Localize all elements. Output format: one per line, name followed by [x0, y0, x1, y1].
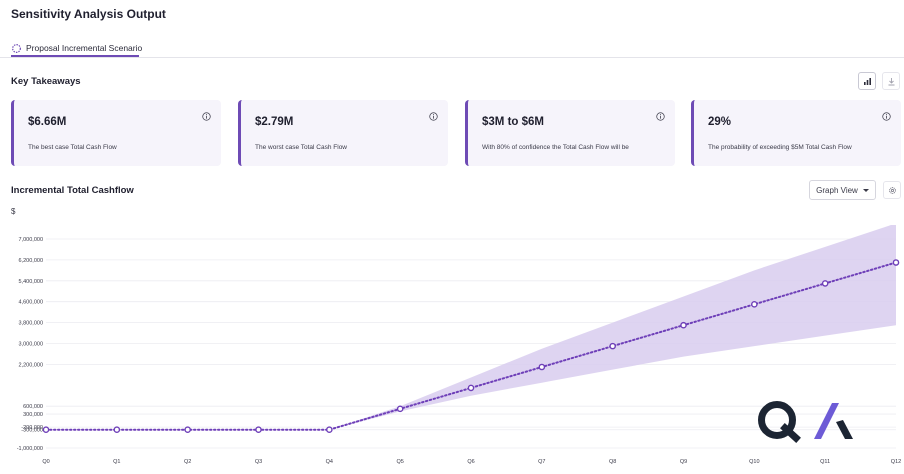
y-tick-label: 4,600,000 — [19, 300, 43, 306]
active-tab-indicator — [11, 55, 139, 57]
download-icon — [888, 77, 894, 85]
takeaway-card-worst-case: $2.79M The worst case Total Cash Flow — [238, 100, 448, 166]
card-description: The best case Total Cash Flow — [28, 144, 117, 151]
download-button[interactable] — [882, 72, 900, 90]
qa-logo — [758, 401, 853, 443]
view-select-label: Graph View — [816, 185, 858, 195]
chart-view-button[interactable] — [858, 72, 876, 90]
card-description: The worst case Total Cash Flow — [255, 144, 347, 151]
info-icon[interactable] — [202, 112, 211, 121]
info-icon[interactable] — [882, 112, 891, 121]
x-tick-label: Q4 — [326, 459, 333, 465]
x-tick-label: Q6 — [467, 459, 474, 465]
card-value: $3M to $6M — [482, 116, 544, 128]
data-point — [892, 259, 900, 266]
page-title: Sensitivity Analysis Output — [11, 7, 166, 21]
card-description: The probability of exceeding $5M Total C… — [708, 144, 852, 151]
takeaway-card-best-case: $6.66M The best case Total Cash Flow — [11, 100, 221, 166]
data-point — [326, 426, 333, 434]
card-value: $6.66M — [28, 116, 67, 128]
data-point — [751, 301, 758, 308]
x-tick-label: Q7 — [538, 459, 545, 465]
x-tick-label: Q12 — [891, 459, 901, 465]
info-icon[interactable] — [429, 112, 438, 121]
caret-down-icon — [862, 188, 869, 192]
y-tick-label: 5,400,000 — [19, 279, 43, 285]
x-tick-label: Q5 — [396, 459, 403, 465]
y-tick-label: -200,000 — [21, 425, 43, 431]
x-tick-label: Q3 — [255, 459, 262, 465]
tab-proposal-incremental-scenario[interactable]: Proposal Incremental Scenario — [11, 38, 142, 58]
takeaway-card-probability: 29% The probability of exceeding $5M Tot… — [691, 100, 901, 166]
view-select-dropdown[interactable]: Graph View — [809, 180, 876, 200]
x-tick-label: Q1 — [113, 459, 120, 465]
y-tick-label: 3,800,000 — [19, 321, 43, 327]
x-tick-label: Q8 — [609, 459, 616, 465]
data-point — [184, 426, 191, 434]
y-tick-label: 7,000,000 — [19, 237, 43, 243]
data-point — [42, 426, 50, 434]
bar-chart-icon — [863, 77, 871, 85]
gear-icon — [888, 186, 896, 194]
x-tick-label: Q0 — [42, 459, 49, 465]
takeaway-card-confidence-range: $3M to $6M With 80% of confidence the To… — [465, 100, 675, 166]
x-tick-label: Q2 — [184, 459, 191, 465]
card-value: $2.79M — [255, 116, 294, 128]
info-icon[interactable] — [656, 112, 665, 121]
tab-label: Proposal Incremental Scenario — [26, 43, 143, 53]
data-point — [396, 405, 404, 413]
data-point — [467, 384, 475, 392]
sparkle-icon — [12, 43, 21, 53]
tab-divider — [0, 57, 904, 58]
y-tick-label: 6,200,000 — [19, 258, 43, 264]
y-tick-label: 600,000 — [23, 404, 43, 410]
x-tick-label: Q11 — [820, 459, 830, 465]
cashflow-title: Incremental Total Cashflow — [11, 185, 134, 196]
data-point — [821, 280, 829, 287]
data-point — [680, 321, 687, 329]
card-description: With 80% of confidence the Total Cash Fl… — [482, 144, 629, 151]
data-point — [609, 342, 616, 350]
data-point — [113, 426, 121, 434]
y-tick-label: -1,000,000 — [17, 446, 43, 452]
x-tick-label: Q9 — [680, 459, 687, 465]
y-tick-label: 300,000 — [23, 412, 43, 418]
data-point — [255, 426, 262, 434]
cashflow-chart: 7,000,000 6,200,000 5,400,000 4,600,000 3,80… — [17, 225, 901, 465]
y-tick-label: 3,000,000 — [19, 342, 43, 348]
y-tick-label: -300,000 — [21, 428, 43, 434]
chart-settings-button[interactable] — [883, 181, 901, 199]
y-tick-label: 2,200,000 — [19, 362, 43, 368]
card-value: 29% — [708, 116, 732, 128]
y-axis-unit: $ — [11, 207, 16, 216]
x-tick-label: Q10 — [749, 459, 759, 465]
key-takeaways-title: Key Takeaways — [11, 76, 81, 87]
data-point — [538, 363, 546, 371]
